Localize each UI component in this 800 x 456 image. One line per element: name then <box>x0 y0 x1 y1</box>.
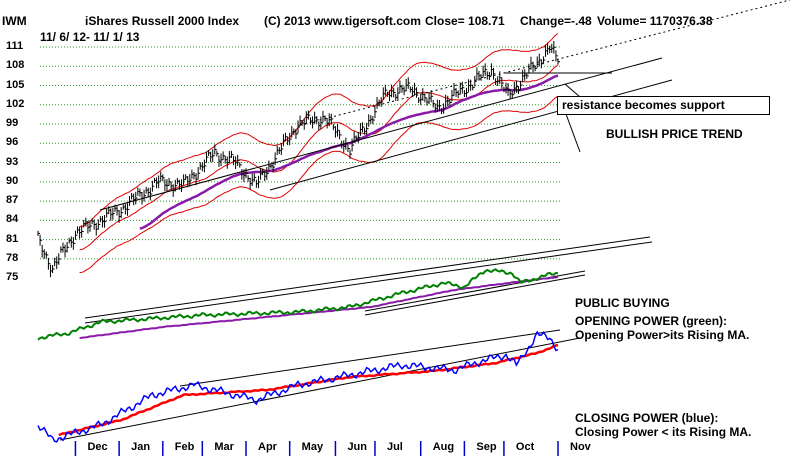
y-tick-label: 90 <box>6 174 19 187</box>
upper-band <box>79 33 559 228</box>
cp-channel-upper <box>179 329 561 387</box>
op-channel-upper <box>84 236 651 319</box>
public-buying-label: PUBLIC BUYING <box>575 296 670 310</box>
upper-channel-line <box>99 57 663 211</box>
month-label: May <box>301 441 324 453</box>
annotation-pointer <box>565 113 581 153</box>
month-label: Mar <box>214 441 234 453</box>
change-value: Change=-.48 <box>520 14 592 28</box>
month-label: Jun <box>347 441 367 453</box>
closing-power-line <box>37 330 559 443</box>
close-value: Close= 108.71 <box>425 14 505 28</box>
month-label: Feb <box>174 441 195 453</box>
month-label: Jul <box>386 441 403 453</box>
y-tick-label: 93 <box>6 155 19 168</box>
y-tick-label: 81 <box>6 232 19 245</box>
opening-power-line <box>37 268 559 341</box>
copyright: (C) 2013 www.tigersoft.com <box>264 14 421 28</box>
y-tick-label: 102 <box>6 97 25 110</box>
symbol: IWM <box>2 14 27 28</box>
month-label: Aug <box>432 441 455 453</box>
y-tick-label: 96 <box>6 136 19 149</box>
lower-band <box>79 95 559 273</box>
chart-title: iShares Russell 2000 Index <box>85 14 240 28</box>
opening-power-desc: Opening Power>its Rising MA. <box>575 328 750 342</box>
closing-power-ma <box>58 343 559 437</box>
y-tick-label: 99 <box>6 117 19 130</box>
month-label: Jan <box>131 441 151 453</box>
month-label: Apr <box>258 441 277 453</box>
resistance-annotation: resistance becomes support <box>557 96 770 115</box>
opening-power-ma <box>79 275 559 340</box>
y-tick-label: 105 <box>6 78 25 91</box>
month-label: Dec <box>87 441 108 453</box>
closing-power-title: CLOSING POWER (blue): <box>575 411 719 425</box>
month-label: Nov <box>570 441 591 453</box>
closing-power-desc: Closing Power < its Rising MA. <box>575 425 752 439</box>
volume-value: Volume= 1170376.38 <box>597 14 713 28</box>
month-label: Sep <box>476 441 497 453</box>
month-label: Oct <box>515 441 535 453</box>
moving-average-50 <box>139 74 559 230</box>
y-tick-label: 75 <box>6 271 19 284</box>
op-channel-lower <box>364 274 586 316</box>
opening-power-title: OPENING POWER (green): <box>575 314 728 328</box>
date-range: 11/ 6/ 12- 11/ 1/ 13 <box>40 30 140 44</box>
trend-annotation: BULLISH PRICE TREND <box>606 127 743 141</box>
cp-channel-lower <box>59 337 581 441</box>
y-tick-label: 84 <box>6 213 19 226</box>
y-tick-label: 108 <box>6 59 25 72</box>
y-tick-label: 111 <box>6 40 24 52</box>
annotation-pointer <box>564 83 581 98</box>
y-tick-label: 87 <box>6 194 19 207</box>
y-tick-label: 78 <box>6 251 19 264</box>
dotted-trendline <box>299 0 791 126</box>
op-channel-upper-2 <box>84 241 653 324</box>
